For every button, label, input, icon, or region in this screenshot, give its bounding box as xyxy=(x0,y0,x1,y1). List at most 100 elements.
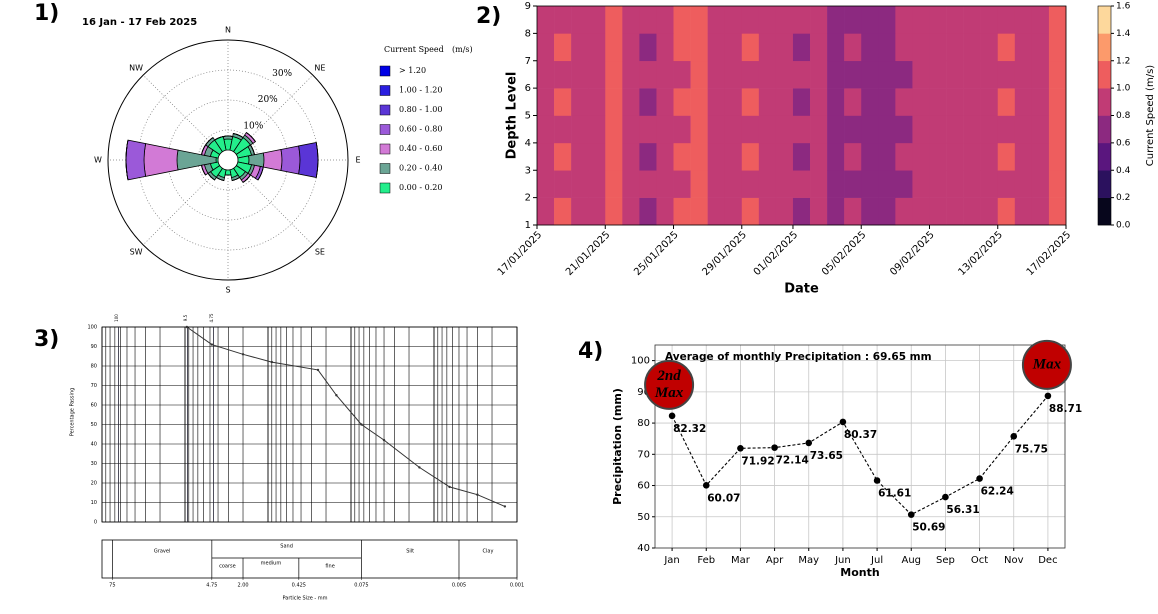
y-tick-label: 40 xyxy=(91,442,97,448)
plot-frame xyxy=(101,326,518,523)
heat-cell xyxy=(997,115,1016,144)
heat-cell xyxy=(605,6,623,34)
heat-cell xyxy=(912,6,930,34)
heat-cell xyxy=(537,88,555,116)
heat-cell xyxy=(827,142,845,171)
heat-cell xyxy=(963,115,981,144)
heat-cell xyxy=(1031,60,1050,89)
heat-cell xyxy=(997,88,1016,116)
heat-cell xyxy=(707,197,726,226)
heat-cell xyxy=(673,197,691,226)
data-point xyxy=(335,394,338,397)
y-tick-label: 9 xyxy=(525,1,531,12)
heat-cell xyxy=(656,115,674,144)
y-tick-label: 80 xyxy=(637,418,650,429)
heat-cell xyxy=(741,33,760,62)
heat-cell xyxy=(946,88,964,116)
heat-cell xyxy=(775,60,794,89)
panel-label: 1) xyxy=(34,1,59,26)
y-tick-label: 50 xyxy=(637,512,650,523)
x-tick-label: Jul xyxy=(870,555,883,566)
data-point xyxy=(1044,392,1052,400)
heat-cell xyxy=(1031,170,1050,198)
heat-cell xyxy=(639,142,657,171)
colorbar-tick-label: 0.6 xyxy=(1116,138,1131,148)
heat-cell xyxy=(792,6,811,34)
heat-cell xyxy=(1014,88,1033,116)
heat-cell xyxy=(673,6,691,34)
x-axis-title: Particle Size - mm xyxy=(282,596,327,602)
heat-cell xyxy=(810,6,828,34)
value-label: 50.69 xyxy=(912,522,945,534)
value-label: 73.65 xyxy=(810,450,843,462)
x-tick-label: Nov xyxy=(1004,555,1024,566)
rose-center xyxy=(217,149,239,171)
rose-petal xyxy=(315,142,319,178)
y-tick-label: 100 xyxy=(631,356,650,367)
heat-cell xyxy=(1031,6,1050,34)
heat-cell xyxy=(554,33,572,62)
heat-cell xyxy=(605,170,623,198)
rose-petal xyxy=(298,141,319,179)
rose-spoke xyxy=(227,159,314,246)
x-tick-label: Feb xyxy=(697,555,715,566)
data-point xyxy=(976,475,983,482)
badge xyxy=(1021,339,1072,390)
rose-petal xyxy=(248,152,265,168)
colorbar-tick-label: 1.2 xyxy=(1116,56,1130,66)
heat-cell xyxy=(707,142,726,171)
rose-petal xyxy=(125,140,129,180)
heat-cell xyxy=(827,33,845,62)
heat-cell xyxy=(827,170,845,198)
data-point xyxy=(907,511,915,518)
x-tick-label: Apr xyxy=(766,555,784,566)
heat-cell xyxy=(656,33,674,62)
heat-cell xyxy=(895,197,913,226)
data-point xyxy=(476,493,479,496)
heat-cell xyxy=(758,33,777,62)
x-tick-label: 0.005 xyxy=(452,583,466,589)
heat-cell xyxy=(639,170,657,198)
heat-cell xyxy=(878,115,896,144)
soil-class-label: Clay xyxy=(483,549,494,555)
rose-petal xyxy=(216,177,224,181)
heat-cell xyxy=(605,88,623,116)
heat-cell xyxy=(673,88,691,116)
heat-cell xyxy=(895,88,913,116)
badge-label: Max xyxy=(1032,356,1062,372)
heat-cell xyxy=(929,170,947,198)
heat-cell xyxy=(912,115,930,144)
rose-spoke xyxy=(142,74,229,161)
colorbar-band xyxy=(1098,115,1111,144)
heat-cell xyxy=(810,170,828,198)
y-tick-label: 6 xyxy=(525,83,531,94)
data-point xyxy=(737,445,744,452)
heat-cell xyxy=(724,142,743,171)
heat-cell xyxy=(622,6,640,34)
value-label: 75.75 xyxy=(1015,443,1048,455)
heat-cell xyxy=(656,6,674,34)
heat-cell xyxy=(724,170,743,198)
heat-cell xyxy=(724,88,743,116)
heat-cell xyxy=(673,33,691,62)
heat-cell xyxy=(929,33,947,62)
heat-cell xyxy=(622,170,640,198)
y-axis-title: Precipitation (mm) xyxy=(611,388,624,505)
y-tick-label: 3 xyxy=(525,165,531,176)
direction-label: NW xyxy=(129,64,143,73)
heat-cell xyxy=(895,33,913,62)
legend-swatch xyxy=(379,124,391,135)
heat-cell xyxy=(946,115,964,144)
heat-cell xyxy=(912,88,930,116)
data-point xyxy=(805,439,813,447)
y-tick-label: 70 xyxy=(637,449,650,460)
badge xyxy=(644,359,695,410)
plot-frame xyxy=(654,344,1066,549)
heat-cell xyxy=(775,6,794,34)
heat-cell xyxy=(895,170,913,198)
rose-petal xyxy=(207,173,215,181)
data-point xyxy=(448,485,451,489)
heat-cell xyxy=(537,60,555,89)
heat-cell xyxy=(1048,115,1067,144)
data-point xyxy=(1010,433,1018,440)
